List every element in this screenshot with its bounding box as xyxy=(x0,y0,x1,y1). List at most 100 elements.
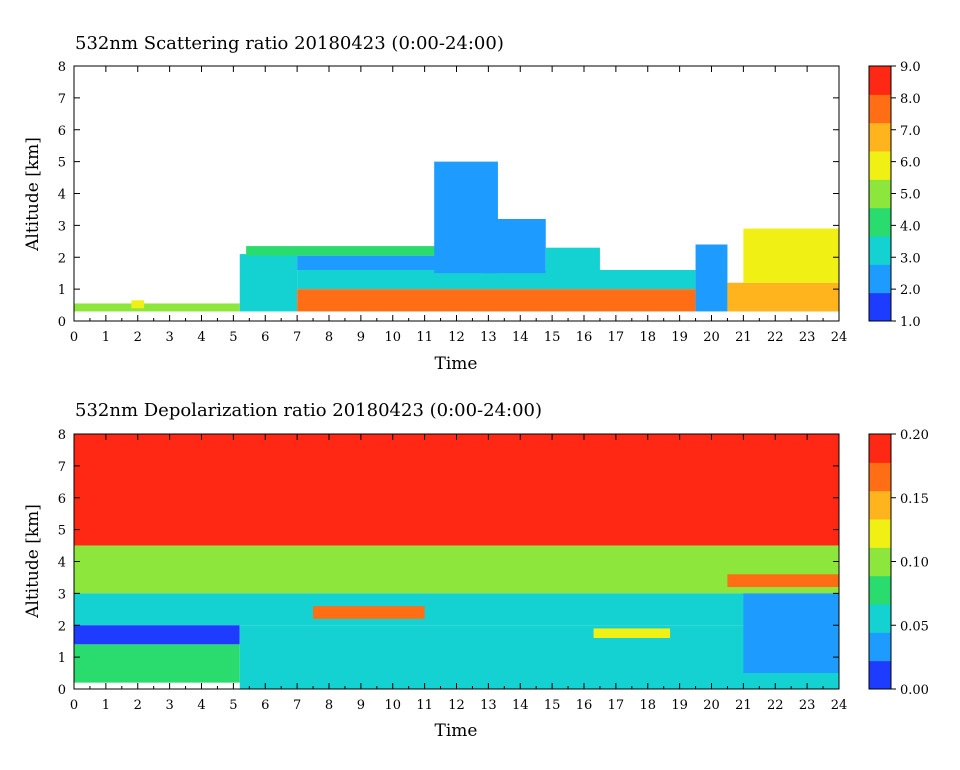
x-tick-label: 21 xyxy=(735,698,752,713)
colorbar-segment xyxy=(869,660,891,690)
colorbar-segment xyxy=(869,207,891,237)
x-axis-label: Time xyxy=(435,721,478,741)
colorbar-tick-label: 0.15 xyxy=(900,492,929,507)
colorbar-tick-label: 8.0 xyxy=(900,92,921,107)
colorbar-tick-label: 7.0 xyxy=(900,124,921,139)
x-tick-label: 0 xyxy=(70,698,78,713)
heatmap-plot: 0 1 2 3 4 5 6 7 8 9 10 11 12 13 14 15 16 17 18 19 20 21 22 23 24… xyxy=(58,428,929,713)
x-tick-label: 22 xyxy=(767,698,784,713)
x-tick-label: 20 xyxy=(703,330,720,345)
heatmap-cell xyxy=(545,247,600,274)
depolarization-ratio-panel: 532nm Depolarization ratio 20180423 (0:0… xyxy=(23,400,929,741)
y-tick-label: 5 xyxy=(58,156,66,171)
x-tick-label: 5 xyxy=(229,330,237,345)
y-tick-label: 6 xyxy=(58,124,66,139)
x-tick-label: 23 xyxy=(799,698,816,713)
x-tick-label: 22 xyxy=(767,330,784,345)
y-axis-label: Altitude [km] xyxy=(23,504,43,619)
heatmap-cell xyxy=(74,434,839,546)
y-tick-label: 1 xyxy=(58,283,66,298)
colorbar-tick-label: 1.0 xyxy=(900,315,921,330)
heatmap-cell xyxy=(74,593,839,626)
heatmap-cell xyxy=(743,593,839,674)
x-tick-label: 2 xyxy=(134,330,142,345)
x-tick-label: 1 xyxy=(102,330,110,345)
x-tick-label: 17 xyxy=(608,330,625,345)
heatmap-cell xyxy=(743,228,839,283)
heatmap-cell xyxy=(246,246,457,256)
y-tick-label: 3 xyxy=(58,219,66,234)
colorbar-segment xyxy=(869,236,891,265)
x-tick-label: 16 xyxy=(576,330,593,345)
heatmap-cell xyxy=(74,545,839,594)
heatmap-cell xyxy=(313,606,425,619)
colorbar-tick-label: 0.05 xyxy=(900,619,929,634)
x-tick-label: 19 xyxy=(671,330,688,345)
x-tick-label: 7 xyxy=(293,698,301,713)
x-tick-label: 19 xyxy=(671,698,688,713)
x-tick-label: 18 xyxy=(639,330,656,345)
y-tick-label: 2 xyxy=(58,619,66,634)
x-tick-label: 11 xyxy=(416,698,433,713)
colorbar-tick-label: 9.0 xyxy=(900,60,921,75)
heatmap-cell xyxy=(297,270,696,290)
chart-title: 532nm Scattering ratio 20180423 (0:00-24… xyxy=(75,33,504,54)
x-tick-label: 20 xyxy=(703,698,720,713)
x-tick-label: 3 xyxy=(165,330,173,345)
colorbar-segment xyxy=(869,434,891,463)
x-tick-label: 3 xyxy=(165,698,173,713)
scattering-ratio-panel: 532nm Scattering ratio 20180423 (0:00-24… xyxy=(23,33,921,374)
heatmap-cell xyxy=(727,282,839,312)
heatmap-plot: 0 1 2 3 4 5 6 7 8 9 10 11 12 13 14 15 16 17 18 19 20 21 22 23 24… xyxy=(58,60,921,345)
x-tick-label: 9 xyxy=(357,698,365,713)
heatmap-cell xyxy=(239,254,298,312)
heatmap-cell xyxy=(482,219,546,274)
colorbar-segment xyxy=(869,490,891,520)
x-tick-label: 17 xyxy=(608,698,625,713)
x-tick-label: 6 xyxy=(261,330,269,345)
chart-title: 532nm Depolarization ratio 20180423 (0:0… xyxy=(75,400,542,421)
x-tick-label: 12 xyxy=(448,698,465,713)
colorbar-segment xyxy=(869,151,891,180)
x-tick-label: 16 xyxy=(576,698,593,713)
heatmap-cell xyxy=(297,289,696,312)
colorbar-segment xyxy=(869,547,891,577)
x-tick-label: 7 xyxy=(293,330,301,345)
colorbar-segment xyxy=(869,462,891,492)
y-tick-label: 4 xyxy=(58,188,66,203)
y-tick-label: 4 xyxy=(58,556,66,571)
colorbar-segment xyxy=(869,519,891,548)
colorbar-tick-label: 0.20 xyxy=(900,428,929,443)
y-tick-label: 7 xyxy=(58,460,66,475)
x-tick-label: 4 xyxy=(197,330,205,345)
x-tick-label: 24 xyxy=(831,330,848,345)
heatmap-cell xyxy=(131,300,145,309)
colorbar-tick-label: 4.0 xyxy=(900,219,921,234)
colorbar-tick-label: 2.0 xyxy=(900,283,921,298)
x-tick-label: 15 xyxy=(544,698,561,713)
colorbar-segment xyxy=(869,575,891,605)
colorbar-tick-label: 6.0 xyxy=(900,156,921,171)
y-tick-label: 2 xyxy=(58,251,66,266)
x-tick-label: 14 xyxy=(512,330,529,345)
x-tick-label: 11 xyxy=(416,330,433,345)
x-tick-label: 10 xyxy=(384,698,401,713)
x-tick-label: 1 xyxy=(102,698,110,713)
y-tick-label: 6 xyxy=(58,492,66,507)
colorbar-segment xyxy=(869,264,891,294)
x-tick-label: 8 xyxy=(325,698,333,713)
colorbar-segment xyxy=(869,179,891,209)
x-tick-label: 24 xyxy=(831,698,848,713)
y-tick-label: 3 xyxy=(58,587,66,602)
x-tick-label: 8 xyxy=(325,330,333,345)
colorbar-tick-label: 0.00 xyxy=(900,683,929,698)
x-tick-label: 6 xyxy=(261,698,269,713)
y-tick-label: 0 xyxy=(58,315,66,330)
heatmap-cell xyxy=(593,628,671,638)
y-tick-label: 8 xyxy=(58,428,66,443)
y-axis-label: Altitude [km] xyxy=(23,137,43,252)
colorbar-segment xyxy=(869,122,891,152)
y-tick-label: 1 xyxy=(58,651,66,666)
x-tick-label: 18 xyxy=(639,698,656,713)
